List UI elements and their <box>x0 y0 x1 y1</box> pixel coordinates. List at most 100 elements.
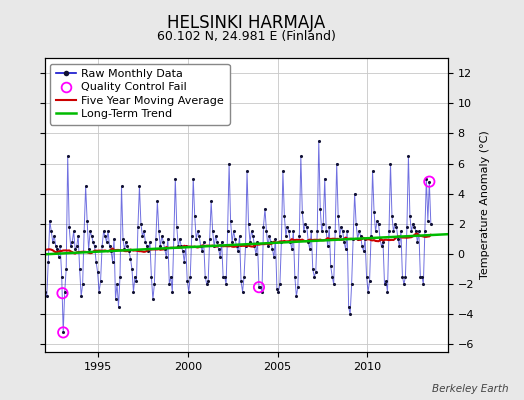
Point <box>359 248 368 254</box>
Point <box>81 183 90 189</box>
Point <box>388 213 396 220</box>
Point <box>161 246 169 253</box>
Point <box>301 221 310 227</box>
Point <box>231 236 239 242</box>
Point <box>330 281 338 287</box>
Point <box>214 246 223 253</box>
Point <box>198 248 206 254</box>
Point <box>237 278 245 284</box>
Point <box>182 243 190 250</box>
Point <box>400 281 408 287</box>
Point <box>141 239 150 245</box>
Point <box>171 176 180 182</box>
Point <box>189 176 198 182</box>
Point <box>424 218 432 224</box>
Point <box>268 246 277 253</box>
Point <box>394 236 402 242</box>
Point <box>259 224 268 230</box>
Point <box>406 213 414 220</box>
Point <box>263 228 271 234</box>
Point <box>258 288 266 295</box>
Point <box>234 248 242 254</box>
Point <box>209 228 217 234</box>
Point <box>340 239 348 245</box>
Point <box>71 246 79 253</box>
Point <box>253 239 261 245</box>
Point <box>91 243 99 250</box>
Point <box>140 228 148 234</box>
Point <box>67 243 75 250</box>
Point <box>401 274 410 280</box>
Point <box>376 236 384 242</box>
Point <box>225 160 233 167</box>
Point <box>149 296 157 302</box>
Y-axis label: Temperature Anomaly (°C): Temperature Anomaly (°C) <box>480 131 490 279</box>
Point <box>59 329 68 336</box>
Point <box>163 236 172 242</box>
Point <box>95 288 103 295</box>
Point <box>319 221 328 227</box>
Point <box>244 221 253 227</box>
Point <box>158 233 166 239</box>
Legend: Raw Monthly Data, Quality Control Fail, Five Year Moving Average, Long-Term Tren: Raw Monthly Data, Quality Control Fail, … <box>50 64 230 125</box>
Point <box>243 168 251 174</box>
Point <box>300 228 308 234</box>
Point <box>414 228 423 234</box>
Point <box>384 288 392 295</box>
Point <box>283 224 291 230</box>
Point <box>267 239 275 245</box>
Point <box>397 228 405 234</box>
Point <box>352 221 361 227</box>
Point <box>156 243 165 250</box>
Point <box>221 274 229 280</box>
Point <box>391 221 399 227</box>
Point <box>323 243 332 250</box>
Point <box>355 228 363 234</box>
Point <box>425 178 433 185</box>
Point <box>310 274 319 280</box>
Point <box>70 228 78 234</box>
Point <box>412 228 420 234</box>
Point <box>54 254 63 260</box>
Point <box>307 228 315 234</box>
Point <box>126 255 135 262</box>
Point <box>65 224 73 230</box>
Point <box>232 243 241 250</box>
Point <box>96 278 105 284</box>
Point <box>427 221 435 227</box>
Point <box>100 228 108 234</box>
Point <box>116 274 124 280</box>
Point <box>389 228 398 234</box>
Point <box>272 286 281 292</box>
Point <box>249 233 257 239</box>
Point <box>364 288 372 295</box>
Point <box>80 228 89 234</box>
Point <box>368 168 377 174</box>
Point <box>74 233 82 239</box>
Point <box>351 190 359 197</box>
Point <box>349 236 357 242</box>
Point <box>53 246 61 253</box>
Point <box>252 251 260 257</box>
Point <box>110 236 118 242</box>
Point <box>419 281 428 287</box>
Point <box>295 233 303 239</box>
Point <box>309 266 317 272</box>
Point <box>192 236 200 242</box>
Text: 60.102 N, 24.981 E (Finland): 60.102 N, 24.981 E (Finland) <box>157 30 336 43</box>
Point <box>68 239 77 245</box>
Point <box>264 243 272 250</box>
Point <box>265 233 274 239</box>
Point <box>304 239 312 245</box>
Point <box>56 243 64 250</box>
Point <box>314 138 323 144</box>
Point <box>395 243 403 250</box>
Point <box>77 293 85 300</box>
Point <box>117 183 126 189</box>
Point <box>104 228 112 234</box>
Point <box>293 284 302 290</box>
Point <box>292 293 301 300</box>
Point <box>144 248 152 254</box>
Point <box>404 153 412 159</box>
Point <box>410 224 419 230</box>
